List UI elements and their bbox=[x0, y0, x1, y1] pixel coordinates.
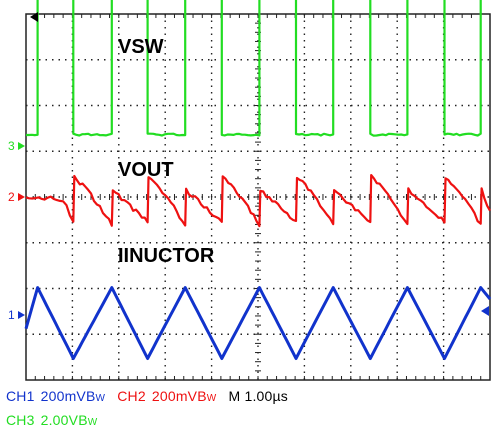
ch3-label: CH3 bbox=[6, 412, 35, 428]
ch1-label: CH1 bbox=[6, 388, 35, 404]
ch3-bw-suffix: W bbox=[87, 417, 98, 428]
trace-vout bbox=[25, 174, 491, 228]
channel-markers: 3 2 1 bbox=[8, 12, 489, 322]
trace-label-iinuctor: IINUCTOR bbox=[118, 245, 215, 267]
channel-1-arrow-icon bbox=[18, 311, 25, 319]
graticule bbox=[25, 13, 491, 381]
trace-vsw bbox=[26, 0, 482, 137]
channel-3-ground-marker: 3 bbox=[8, 139, 15, 153]
trace-label-vout: VOUT bbox=[118, 159, 174, 181]
channel-1-ground-marker: 1 bbox=[8, 308, 15, 322]
ch2-status: CH2 200mVBW bbox=[117, 388, 220, 404]
trigger-level-arrow-icon bbox=[481, 306, 489, 316]
ch2-bw-suffix: W bbox=[206, 393, 217, 404]
trace-labels: VSW VOUT IINUCTOR bbox=[118, 36, 215, 267]
status-line-1: CH1 200mVBW CH2 200mVBW M 1.00µs bbox=[6, 388, 296, 404]
trace-iinuctor bbox=[24, 286, 492, 360]
status-line-2: CH3 2.00VBW bbox=[6, 412, 105, 428]
ch1-scale: 200mVB bbox=[40, 388, 96, 404]
ch3-status: CH3 2.00VBW bbox=[6, 412, 97, 428]
trace-label-vsw: VSW bbox=[118, 36, 164, 58]
ch2-scale: 200mVB bbox=[151, 388, 207, 404]
ch1-status: CH1 200mVBW bbox=[6, 388, 109, 404]
ch1-bw-suffix: W bbox=[95, 393, 106, 404]
channel-2-arrow-icon bbox=[18, 193, 25, 201]
trigger-position-arrow-icon bbox=[30, 12, 38, 22]
ch3-scale: 2.00VB bbox=[40, 412, 88, 428]
channel-2-ground-marker: 2 bbox=[8, 190, 15, 204]
trace-layer bbox=[24, 0, 492, 360]
channel-3-arrow-icon bbox=[18, 142, 25, 150]
timebase-readout: M 1.00µs bbox=[228, 388, 288, 404]
ch2-label: CH2 bbox=[117, 388, 146, 404]
